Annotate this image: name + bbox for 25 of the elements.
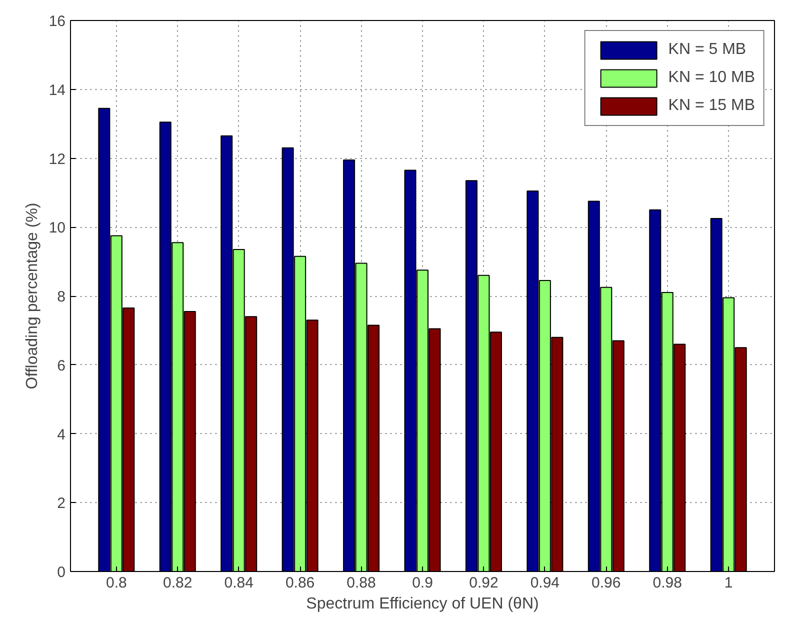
x-tick-label: 0.92 <box>469 574 498 592</box>
y-tick-label: 8 <box>57 288 66 306</box>
y-tick-label: 0 <box>57 564 66 581</box>
legend-label: KN = 10 MB <box>668 69 755 87</box>
x-tick-label: 0.82 <box>163 574 192 592</box>
y-tick-label: 6 <box>57 357 66 374</box>
x-tick-label: 1 <box>724 574 733 592</box>
x-tick-label: 0.96 <box>592 574 621 592</box>
x-tick-label: 0.86 <box>285 574 315 592</box>
y-axis-title: Offloading percentage (%) <box>24 202 41 390</box>
x-tick-label: 0.84 <box>224 574 254 592</box>
y-tick-label: 14 <box>48 82 66 99</box>
y-tick-label: 2 <box>57 495 66 512</box>
y-tick-label: 4 <box>57 426 66 444</box>
x-tick-label: 0.8 <box>106 574 127 592</box>
x-tick-label: 0.88 <box>346 574 376 592</box>
legend-label: KN = 15 MB <box>668 97 755 115</box>
x-axis-title: Spectrum Efficiency of UEN (θN) <box>306 596 539 612</box>
y-tick-label: 12 <box>48 150 66 168</box>
legend-label: KN = 5 MB <box>668 41 746 59</box>
x-tick-label: 0.94 <box>530 574 560 592</box>
y-tick-label: 16 <box>48 13 66 30</box>
x-tick-label: 0.98 <box>652 574 682 592</box>
y-tick-label: 10 <box>48 220 66 237</box>
x-tick-label: 0.9 <box>412 574 433 592</box>
